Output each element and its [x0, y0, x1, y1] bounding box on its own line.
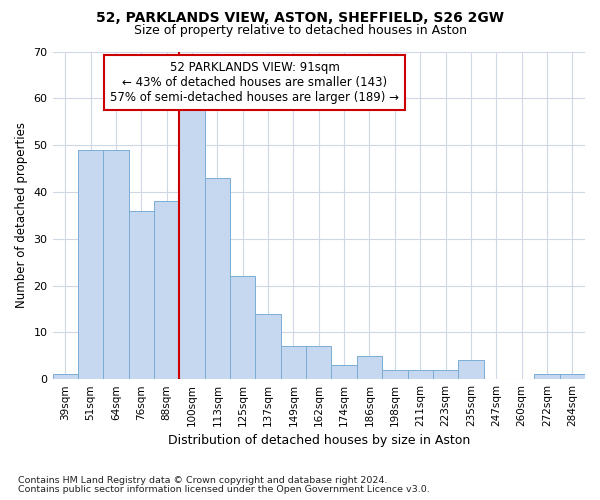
Text: Size of property relative to detached houses in Aston: Size of property relative to detached ho…	[133, 24, 467, 37]
Bar	[154, 202, 179, 379]
Bar	[256, 314, 281, 379]
Bar	[458, 360, 484, 379]
Bar	[205, 178, 230, 379]
Text: 52 PARKLANDS VIEW: 91sqm
← 43% of detached houses are smaller (143)
57% of semi-: 52 PARKLANDS VIEW: 91sqm ← 43% of detach…	[110, 62, 400, 104]
Bar	[281, 346, 306, 379]
Bar	[357, 356, 382, 379]
Text: Contains public sector information licensed under the Open Government Licence v3: Contains public sector information licen…	[18, 485, 430, 494]
Bar	[306, 346, 331, 379]
Bar	[128, 210, 154, 379]
Bar	[433, 370, 458, 379]
Bar	[560, 374, 585, 379]
Bar	[331, 365, 357, 379]
Bar	[407, 370, 433, 379]
Bar	[534, 374, 560, 379]
X-axis label: Distribution of detached houses by size in Aston: Distribution of detached houses by size …	[167, 434, 470, 448]
Bar	[103, 150, 128, 379]
Bar	[53, 374, 78, 379]
Text: Contains HM Land Registry data © Crown copyright and database right 2024.: Contains HM Land Registry data © Crown c…	[18, 476, 388, 485]
Text: 52, PARKLANDS VIEW, ASTON, SHEFFIELD, S26 2GW: 52, PARKLANDS VIEW, ASTON, SHEFFIELD, S2…	[96, 11, 504, 25]
Bar	[78, 150, 103, 379]
Y-axis label: Number of detached properties: Number of detached properties	[15, 122, 28, 308]
Bar	[382, 370, 407, 379]
Bar	[230, 276, 256, 379]
Bar	[179, 108, 205, 379]
